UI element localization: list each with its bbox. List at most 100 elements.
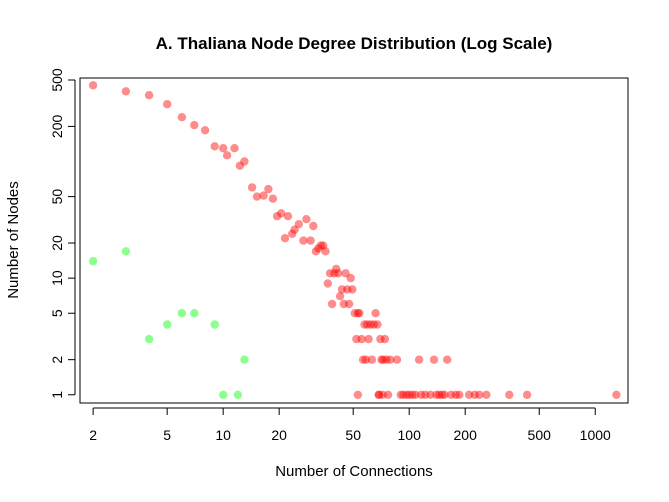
data-point	[314, 244, 323, 253]
data-point	[402, 390, 411, 399]
data-point	[522, 390, 532, 399]
plot-frame	[79, 77, 629, 404]
data-point	[335, 292, 345, 301]
data-point	[455, 390, 464, 399]
x-tick-label: 50	[345, 427, 361, 443]
x-tick-label: 1000	[580, 427, 611, 443]
data-point	[247, 183, 257, 192]
data-point	[353, 309, 363, 318]
chart-title: A. Thaliana Node Degree Distribution (Lo…	[156, 34, 553, 53]
data-point	[377, 355, 386, 364]
data-point	[408, 390, 417, 399]
data-point	[233, 390, 243, 399]
data-point	[437, 390, 447, 399]
data-point	[396, 390, 405, 399]
data-point	[252, 192, 262, 201]
data-point	[352, 334, 361, 344]
data-point	[363, 320, 372, 329]
data-point	[417, 390, 426, 399]
data-point	[311, 247, 321, 256]
data-point	[277, 209, 286, 218]
data-point	[382, 355, 391, 364]
data-point	[222, 151, 232, 160]
x-tick-label: 5	[163, 427, 171, 443]
data-point	[88, 256, 98, 266]
data-point	[302, 215, 311, 224]
data-point	[332, 264, 341, 274]
data-point	[369, 320, 378, 329]
data-point	[210, 142, 219, 151]
data-point	[200, 126, 210, 135]
data-point	[470, 390, 479, 399]
data-point	[353, 390, 363, 399]
data-point	[299, 236, 308, 245]
data-point	[144, 91, 154, 100]
data-point	[373, 320, 382, 329]
data-point	[163, 320, 172, 329]
data-point	[379, 355, 388, 364]
data-point	[366, 320, 375, 329]
data-point	[268, 194, 278, 203]
data-point	[288, 229, 297, 238]
y-axis-label: Number of Nodes	[5, 181, 22, 299]
data-point	[306, 236, 315, 245]
data-point	[464, 390, 474, 399]
data-point	[475, 390, 484, 399]
data-point	[339, 299, 348, 309]
data-point	[344, 299, 354, 309]
data-point	[399, 390, 408, 399]
data-point	[374, 390, 383, 399]
data-point	[264, 184, 273, 194]
x-tick-label: 2	[89, 427, 97, 443]
data-point	[350, 309, 359, 318]
data-point	[190, 120, 199, 130]
data-point	[367, 355, 377, 364]
data-point	[321, 247, 330, 256]
data-point	[235, 161, 245, 170]
y-tick-label: 2	[49, 356, 65, 364]
data-point	[432, 390, 441, 399]
y-tick-label: 200	[49, 115, 65, 139]
y-tick-label: 10	[49, 270, 65, 286]
data-point	[612, 390, 621, 399]
data-point	[337, 285, 347, 294]
data-point	[177, 113, 187, 122]
data-point	[219, 144, 228, 153]
x-tick-label: 200	[454, 427, 478, 443]
data-point	[360, 320, 369, 329]
y-tick-label: 50	[49, 189, 65, 205]
data-point	[392, 355, 402, 364]
y-tick-label: 500	[49, 68, 65, 92]
data-point	[414, 355, 424, 364]
data-point	[371, 309, 380, 318]
data-point	[219, 390, 228, 399]
data-point	[230, 144, 239, 153]
y-tick-label: 1	[49, 391, 65, 399]
data-point	[451, 390, 460, 399]
data-point	[272, 212, 282, 221]
data-point	[290, 225, 299, 234]
data-point	[361, 355, 371, 364]
data-point	[280, 234, 290, 243]
data-point	[355, 309, 364, 318]
data-point	[446, 390, 456, 399]
data-point	[259, 191, 268, 200]
data-points	[88, 81, 621, 399]
data-point	[440, 390, 449, 399]
x-tick-label: 100	[398, 427, 422, 443]
x-tick-label: 20	[271, 427, 287, 443]
data-point	[405, 390, 414, 399]
data-point	[411, 390, 420, 399]
data-point	[325, 269, 335, 278]
x-axis: 2 5 10 20 50 100 200 500 1000	[89, 407, 611, 443]
data-point	[163, 100, 172, 109]
data-point	[283, 212, 293, 221]
data-point	[380, 334, 390, 344]
data-point	[348, 285, 357, 294]
data-point	[121, 247, 131, 256]
y-axis: 1 2 5 10 20 50 200 500	[49, 68, 76, 399]
x-axis-label: Number of Connections	[275, 463, 433, 480]
data-point	[343, 285, 352, 294]
y-tick-label: 5	[49, 309, 65, 317]
data-point	[210, 320, 219, 329]
